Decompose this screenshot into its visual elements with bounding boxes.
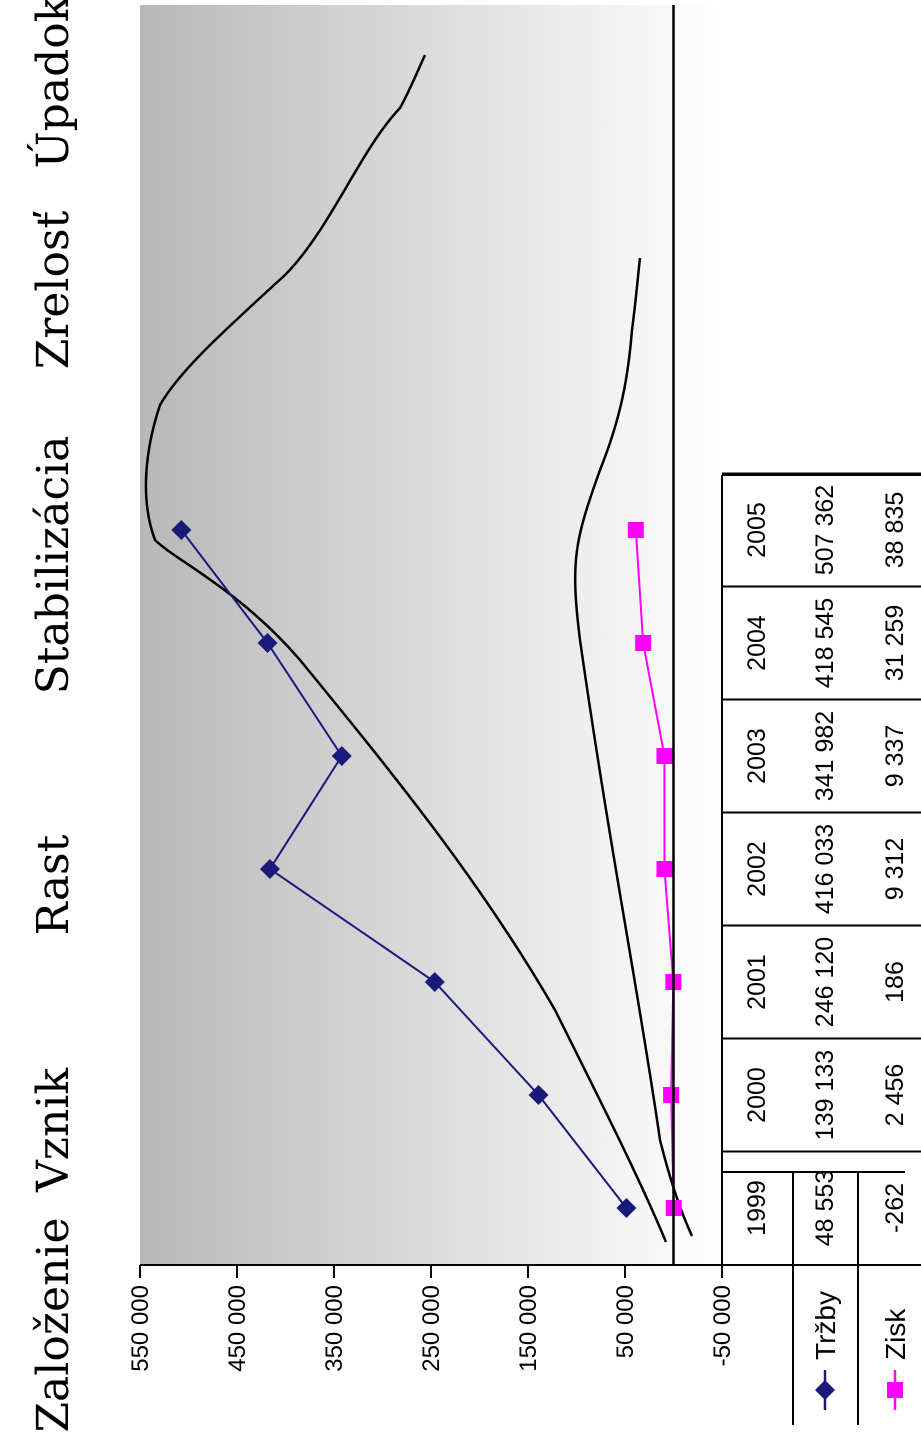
table-cell-year: 2000 bbox=[743, 1067, 771, 1123]
data-point-trzby bbox=[257, 633, 278, 653]
value-tick-label: 50 000 bbox=[612, 1285, 639, 1358]
table-cell-zisk: 2 456 bbox=[881, 1064, 909, 1127]
table-cell-year: 2005 bbox=[743, 502, 771, 558]
data-point-trzby bbox=[171, 520, 192, 540]
phase-label: Zrelosť bbox=[28, 210, 79, 369]
legend-label-trzby: Tržby bbox=[810, 1291, 841, 1360]
table-cell-trzby: 246 120 bbox=[811, 937, 839, 1027]
legend-item-zisk: Zisk bbox=[880, 1308, 911, 1410]
table-cell-zisk: 9 312 bbox=[881, 838, 909, 901]
table-cell-zisk: 38 835 bbox=[881, 492, 909, 568]
table-cell-year: 2002 bbox=[743, 841, 771, 897]
phase-label: Založenie bbox=[28, 1217, 79, 1432]
legend-item-trzby: Tržby bbox=[810, 1291, 841, 1410]
phase-label: Vznik bbox=[28, 1068, 79, 1193]
table-cell-trzby: 341 982 bbox=[811, 711, 839, 801]
legend-marker-zisk bbox=[887, 1382, 903, 1398]
table-cell-trzby: 507 362 bbox=[811, 485, 839, 575]
table-cell-trzby: 418 545 bbox=[811, 598, 839, 688]
series-markers-trzby bbox=[171, 520, 637, 1218]
table-cell-trzby: 139 133 bbox=[811, 1050, 839, 1140]
lifecycle-curve-profit bbox=[573, 257, 694, 1237]
data-table: 1999 48 553 -262 2000 139 133 2 456 2001 246 12… bbox=[721, 472, 921, 1425]
data-point-zisk bbox=[663, 1087, 680, 1103]
table-cell-zisk: 31 259 bbox=[881, 605, 909, 681]
data-point-zisk bbox=[656, 861, 673, 877]
phase-label: Stabilizácia bbox=[28, 436, 79, 695]
series-markers-zisk bbox=[627, 522, 682, 1216]
phase-label: Úpadok bbox=[26, 0, 79, 168]
table-cell-year: 2003 bbox=[743, 728, 771, 784]
table-cell-trzby: 48 553 bbox=[811, 1170, 839, 1246]
data-point-trzby bbox=[616, 1198, 637, 1218]
value-tick-label: 150 000 bbox=[515, 1285, 542, 1372]
data-point-trzby bbox=[424, 972, 445, 992]
table-cell-zisk: -262 bbox=[881, 1183, 909, 1233]
data-point-zisk bbox=[656, 748, 673, 764]
table-cell-trzby: 416 033 bbox=[811, 824, 839, 914]
lifecycle-curve-revenue bbox=[144, 54, 668, 1243]
phase-label: Rast bbox=[28, 834, 79, 935]
table-cell-year: 2001 bbox=[743, 954, 771, 1010]
legend-label-zisk: Zisk bbox=[880, 1308, 911, 1360]
legend-marker-trzby bbox=[815, 1380, 835, 1400]
table-cell-year: 1999 bbox=[743, 1180, 771, 1236]
data-point-trzby bbox=[331, 746, 352, 766]
table-cell-year: 2004 bbox=[743, 615, 771, 671]
plot-area bbox=[140, 5, 720, 1265]
value-axis-ticks: -50 000 50 000 150 000 250 000 350 000 450 00… bbox=[127, 1265, 736, 1372]
value-tick-label: 550 000 bbox=[127, 1285, 154, 1372]
data-point-trzby bbox=[259, 859, 280, 879]
table-cell-zisk: 9 337 bbox=[881, 725, 909, 788]
data-point-trzby bbox=[528, 1085, 549, 1105]
legend: Tržby Zisk bbox=[810, 1291, 911, 1410]
phase-labels: Založenie Vznik Rast Stabilizácia Zrelos… bbox=[26, 0, 79, 1433]
data-point-zisk bbox=[627, 522, 644, 538]
value-tick-label: 250 000 bbox=[418, 1285, 445, 1372]
value-tick-label: 350 000 bbox=[321, 1285, 348, 1372]
value-tick-label: 450 000 bbox=[224, 1285, 251, 1372]
value-tick-label: -50 000 bbox=[709, 1285, 736, 1366]
data-point-zisk bbox=[635, 635, 652, 651]
table-cell-zisk: 186 bbox=[881, 961, 909, 1003]
